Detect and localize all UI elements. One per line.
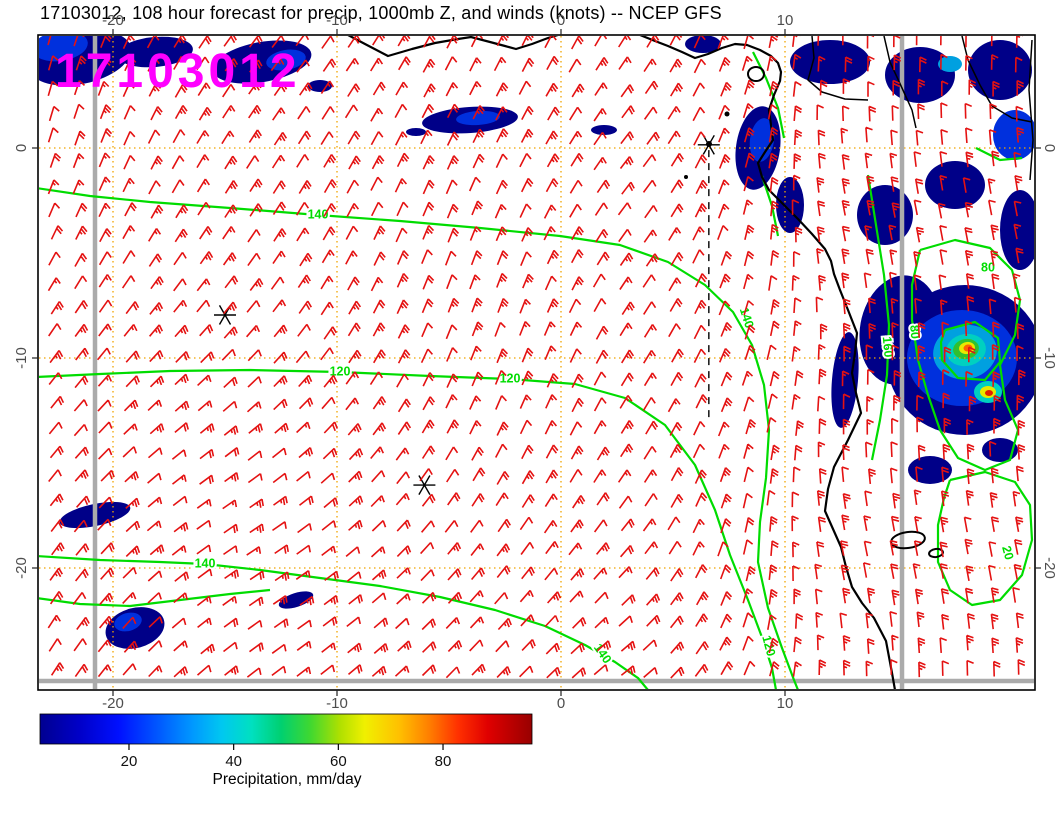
wind-barbs-layer	[47, 36, 1026, 679]
svg-text:10: 10	[777, 695, 794, 712]
svg-text:140: 140	[591, 641, 614, 666]
svg-text:-20: -20	[1041, 557, 1056, 579]
svg-text:80: 80	[435, 753, 452, 770]
svg-text:0: 0	[1041, 144, 1056, 152]
svg-text:60: 60	[330, 753, 347, 770]
svg-text:140: 140	[195, 556, 216, 570]
svg-text:-20: -20	[13, 557, 30, 579]
svg-text:-20: -20	[102, 695, 124, 712]
page-title: 17103012, 108 hour forecast for precip, …	[40, 3, 722, 23]
svg-text:0: 0	[557, 12, 565, 29]
svg-text:0: 0	[13, 144, 30, 152]
svg-text:20: 20	[121, 753, 138, 770]
svg-text:-10: -10	[326, 12, 348, 29]
station-track-layer	[214, 134, 720, 495]
svg-text:140: 140	[737, 306, 757, 330]
axis-labels-layer: -20 -20 -10 -10 0 0 10 10 0 0 -10 -10 -20 -20	[13, 12, 1056, 712]
svg-text:-10: -10	[1041, 347, 1056, 369]
svg-text:-20: -20	[102, 12, 124, 29]
run-timestamp-stamp: 17103012	[55, 45, 301, 98]
domain-boundary-layer	[39, 36, 1034, 689]
svg-text:160: 160	[880, 336, 896, 358]
svg-text:-10: -10	[13, 347, 30, 369]
svg-text:140: 140	[308, 207, 329, 221]
svg-text:10: 10	[777, 12, 794, 29]
svg-text:-10: -10	[326, 695, 348, 712]
svg-text:120: 120	[500, 371, 521, 385]
colorbar-caption: Precipitation, mm/day	[212, 771, 361, 788]
colorbar: 20 40 60 80	[39, 713, 533, 770]
map-frame-layer	[37, 34, 1036, 691]
svg-text:40: 40	[225, 753, 242, 770]
precipitation-shading-layer	[39, 36, 1034, 649]
svg-text:20: 20	[999, 544, 1016, 561]
svg-text:0: 0	[557, 695, 565, 712]
svg-text:120: 120	[759, 634, 778, 658]
